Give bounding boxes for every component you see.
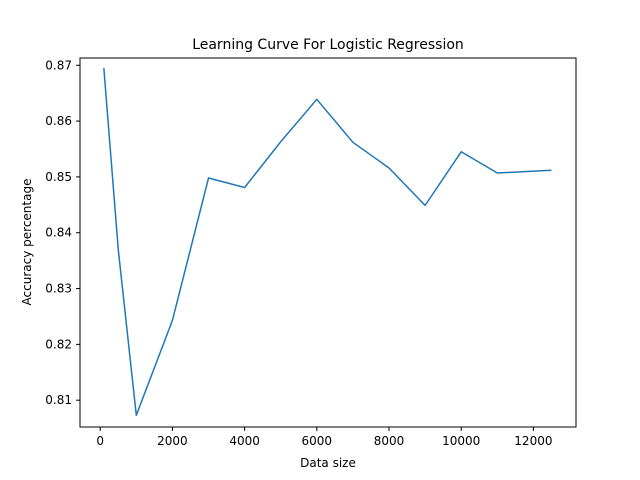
x-tick-label: 2000 (157, 434, 188, 448)
x-tick-label: 0 (96, 434, 104, 448)
y-tick-label: 0.86 (45, 114, 72, 128)
x-tick-label: 4000 (229, 434, 260, 448)
y-tick-label: 0.83 (45, 282, 72, 296)
x-tick-label: 10000 (442, 434, 480, 448)
y-axis: 0.81 0.82 0.83 0.84 0.85 0.86 0.87 (45, 58, 80, 407)
axes-frame (79, 57, 577, 428)
y-tick-label: 0.81 (45, 393, 72, 407)
y-tick-label: 0.82 (45, 337, 72, 351)
x-tick-label: 8000 (374, 434, 405, 448)
x-tick-label: 12000 (514, 434, 552, 448)
y-tick-label: 0.87 (45, 58, 72, 72)
x-axis-label: Data size (300, 456, 356, 470)
series-line (103, 67, 552, 417)
plot-area (103, 67, 552, 417)
y-axis-label: Accuracy percentage (20, 179, 34, 306)
y-tick-label: 0.84 (45, 226, 72, 240)
y-tick-label: 0.85 (45, 170, 72, 184)
chart-title: Learning Curve For Logistic Regression (192, 37, 464, 53)
x-axis: 0 2000 4000 6000 8000 10000 12000 (96, 427, 552, 448)
x-tick-label: 6000 (302, 434, 333, 448)
